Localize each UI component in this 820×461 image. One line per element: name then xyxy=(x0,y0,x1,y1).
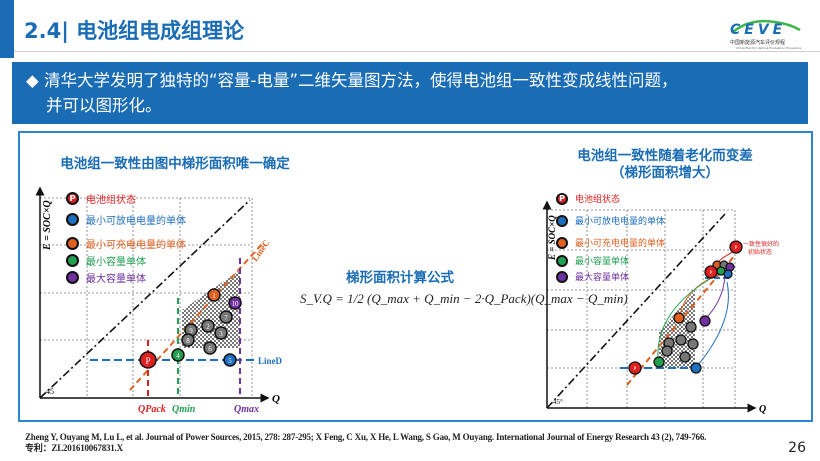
svg-text:4: 4 xyxy=(176,352,180,360)
svg-text:9: 9 xyxy=(189,327,193,335)
green-dot-icon xyxy=(556,254,568,267)
initial-state-annotation: 一致性很好的 初始状态 xyxy=(743,241,780,256)
trapezoid-formula: S_V.Q = 1/2 (Q_max + Q_min − 2·Q_Pack)(Q… xyxy=(300,291,628,306)
right-legend-pack: P 电池组状态 xyxy=(556,192,620,205)
svg-text:45°: 45° xyxy=(553,398,563,406)
svg-text:Q: Q xyxy=(272,393,280,405)
blue-dot-icon xyxy=(556,214,568,227)
svg-text:2: 2 xyxy=(206,323,210,331)
left-legend-min-capacity: 最小容量单体 xyxy=(66,253,146,268)
purple-dot-icon xyxy=(66,271,79,284)
pack-marker-icon: P xyxy=(66,192,79,205)
title-divider xyxy=(14,51,820,52)
title-accent-bar xyxy=(0,0,14,58)
svg-text:6: 6 xyxy=(208,345,212,353)
formula-title: 梯形面积计算公式 xyxy=(346,270,454,286)
svg-text:Qmax: Qmax xyxy=(234,404,259,415)
svg-text:P: P xyxy=(145,356,150,366)
svg-text:E = SOC×Q: E = SOC×Q xyxy=(42,200,53,251)
right-legend-max-capacity: 最大容量单体 xyxy=(556,270,629,283)
ceve-logo-icon xyxy=(732,19,801,33)
bullet-icon: ◆ xyxy=(26,71,39,90)
svg-text:7: 7 xyxy=(224,314,228,322)
right-legend-min-charge: 最小可充电电量的单体 xyxy=(556,236,665,249)
right-legend-min-capacity: 最小容量单体 xyxy=(556,254,629,267)
svg-text:1: 1 xyxy=(212,292,216,300)
references: Zheng Y, Ouyang M, Lu L, et al. Journal … xyxy=(25,432,706,454)
svg-text:3: 3 xyxy=(219,330,223,338)
svg-text:P: P xyxy=(735,246,738,251)
svg-text:P: P xyxy=(634,367,637,372)
page-title: 2.4| 电池组电成组理论 xyxy=(24,19,245,43)
svg-text:8: 8 xyxy=(186,337,190,345)
orange-dot-icon xyxy=(66,237,79,250)
left-legend-min-discharge: 最小可放电电量的单体 xyxy=(66,212,186,227)
blue-dot-icon xyxy=(66,213,79,226)
svg-text:P: P xyxy=(710,271,713,276)
logo-subtitle: 中国新能源汽车评价规程 xyxy=(730,40,786,46)
left-legend-min-charge: 最小可充电电量的单体 xyxy=(66,236,186,251)
right-legend-min-discharge: 最小可放电电量的单体 xyxy=(556,214,665,227)
svg-text:10: 10 xyxy=(232,300,240,308)
logo-text: CEVE xyxy=(730,22,787,38)
svg-text:LineD: LineD xyxy=(258,356,283,366)
green-dot-icon xyxy=(66,254,79,267)
left-legend-max-capacity: 最大容量单体 xyxy=(66,270,146,285)
svg-text:45: 45 xyxy=(46,387,54,396)
logo-subtitle-en: China Electric Vehicle Evaluation Proced… xyxy=(736,46,802,50)
banner-line-1: 清华大学发明了独特的“容量-电量”二维矢量图方法，使得电池组一致性变成线性问题， xyxy=(43,71,678,90)
right-diagram-title: 电池组一致性随着老化而变差 （梯形面积增大） xyxy=(577,148,753,181)
patent-number: 专利：ZL201610067831.X xyxy=(25,443,123,453)
purple-dot-icon xyxy=(556,270,568,283)
right-diagram: 45° Q E = SOC×Q P P P xyxy=(542,200,766,415)
left-diagram-title: 电池组一致性由图中梯形面积唯一确定 xyxy=(60,156,290,172)
svg-text:Qmin: Qmin xyxy=(172,404,196,415)
content-panel xyxy=(18,131,813,422)
svg-text:E = SOC×Q: E = SOC×Q xyxy=(547,215,557,261)
summary-banner: ◆ 清华大学发明了独特的“容量-电量”二维矢量图方法，使得电池组一致性变成线性问… xyxy=(12,62,808,124)
page-number: 26 xyxy=(788,440,806,456)
svg-text:QPack: QPack xyxy=(138,404,166,415)
reference-citation: Zheng Y, Ouyang M, Lu L, et al. Journal … xyxy=(25,432,707,442)
svg-text:Q: Q xyxy=(759,404,766,415)
orange-dot-icon xyxy=(556,236,568,249)
svg-text:5: 5 xyxy=(228,357,232,365)
svg-text:LineC: LineC xyxy=(250,238,272,263)
left-diagram: 45 Q E = SOC×Q LineC LineD QPack Qmin Qm… xyxy=(35,186,283,415)
pack-marker-icon: P xyxy=(556,192,568,205)
left-legend-pack: P 电池组状态 xyxy=(66,191,136,206)
banner-line-2: 并可以图形化。 xyxy=(46,96,162,115)
